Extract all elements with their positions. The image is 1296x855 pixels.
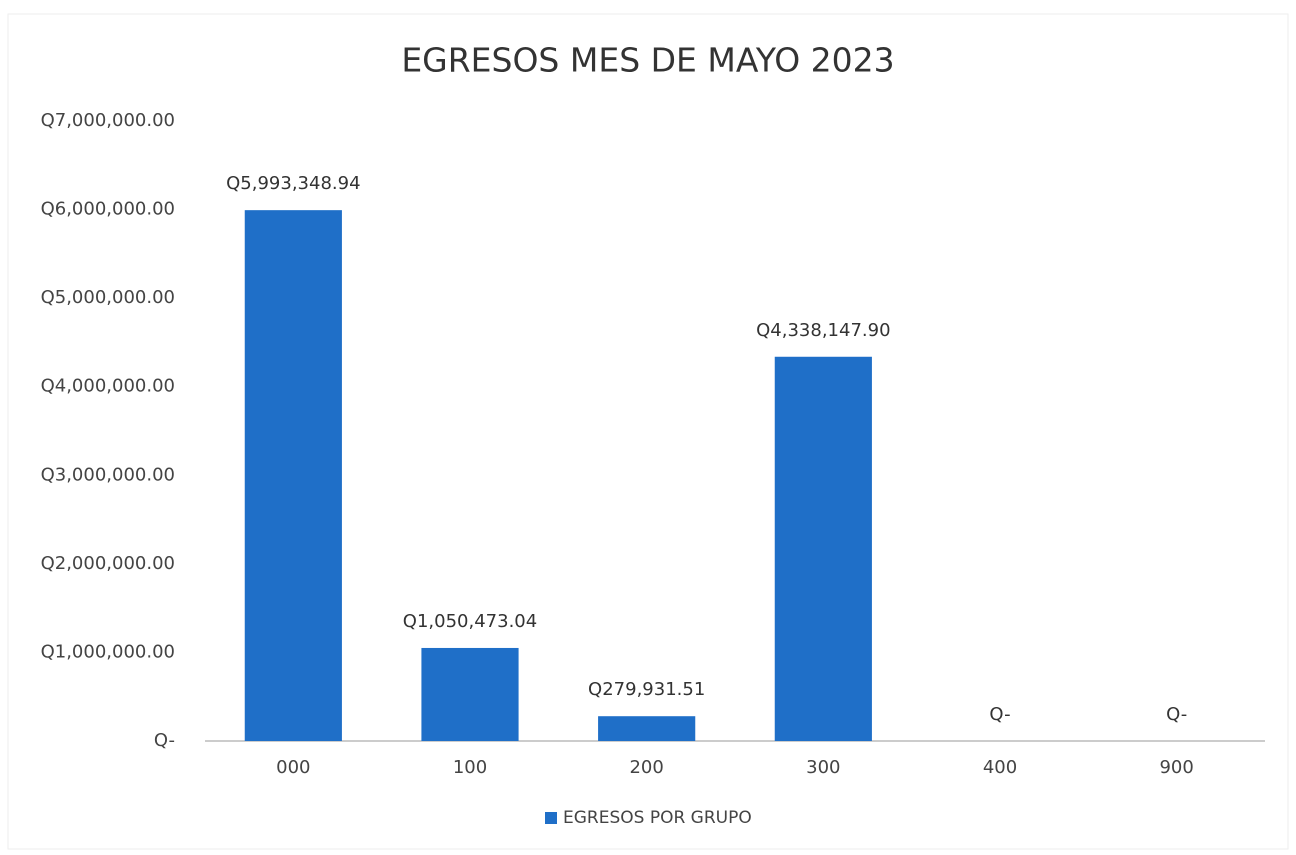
y-tick-label: Q3,000,000.00 xyxy=(41,464,175,485)
y-tick-label: Q1,000,000.00 xyxy=(41,641,175,662)
y-tick-label: Q- xyxy=(154,730,175,751)
bar xyxy=(598,716,696,741)
data-label: Q4,338,147.90 xyxy=(756,320,890,341)
x-tick-label: 000 xyxy=(276,757,310,778)
bar xyxy=(421,647,519,741)
x-tick-label: 400 xyxy=(983,757,1017,778)
x-tick-label: 200 xyxy=(629,757,663,778)
y-tick-label: Q2,000,000.00 xyxy=(41,553,175,574)
chart-title: EGRESOS MES DE MAYO 2023 xyxy=(401,41,894,80)
data-label: Q- xyxy=(989,704,1010,725)
x-tick-label: 300 xyxy=(806,757,840,778)
data-label: Q1,050,473.04 xyxy=(403,611,537,632)
x-tick-label: 900 xyxy=(1159,757,1193,778)
data-label: Q5,993,348.94 xyxy=(226,173,360,194)
y-tick-label: Q6,000,000.00 xyxy=(41,199,175,220)
bar xyxy=(244,210,342,741)
bar xyxy=(774,356,872,741)
y-tick-label: Q7,000,000.00 xyxy=(41,110,175,131)
x-tick-label: 100 xyxy=(453,757,487,778)
y-tick-label: Q4,000,000.00 xyxy=(41,376,175,397)
y-tick-label: Q5,000,000.00 xyxy=(41,287,175,308)
legend-label: EGRESOS POR GRUPO xyxy=(563,808,752,828)
data-label: Q- xyxy=(1166,704,1187,725)
data-label: Q279,931.51 xyxy=(588,679,705,700)
chart-frame xyxy=(7,13,1289,850)
legend-swatch xyxy=(545,812,557,824)
